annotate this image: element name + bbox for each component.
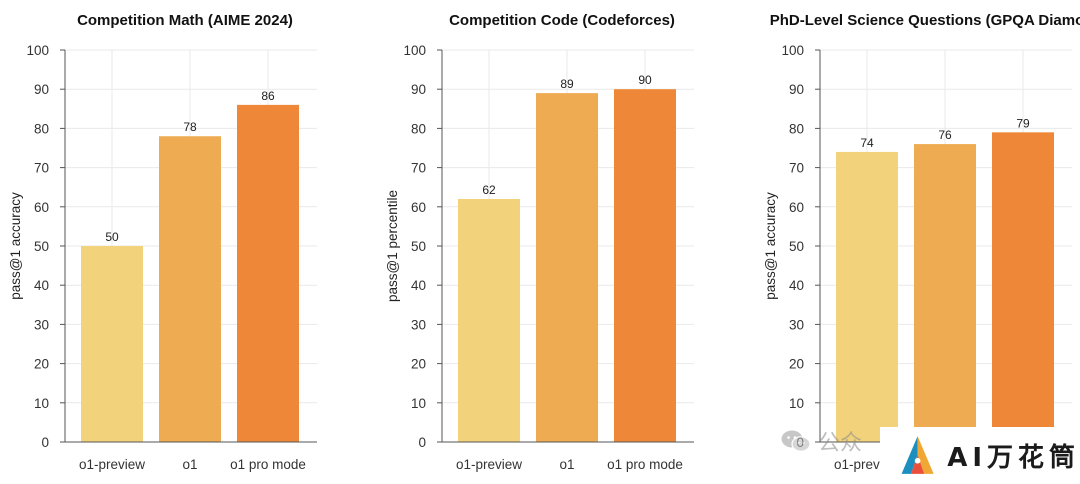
data-label: 50 — [105, 230, 119, 244]
wechat-icon — [781, 430, 811, 452]
bar-o1-preview — [458, 198, 520, 442]
bar-o1-pro-mode — [237, 104, 299, 442]
y-tick-label: 100 — [781, 43, 804, 58]
bar-o1 — [159, 136, 221, 443]
y-tick-label: 100 — [403, 43, 426, 58]
y-tick-label: 40 — [411, 278, 426, 293]
y-tick-label: 70 — [789, 161, 804, 176]
y-tick-label: 30 — [789, 317, 804, 332]
bar-o1-preview — [836, 151, 898, 443]
y-axis-label: pass@1 accuracy — [763, 192, 778, 300]
y-tick-label: 70 — [411, 161, 426, 176]
chart-title: PhD-Level Science Questions (GPQA Diamo — [770, 12, 1080, 29]
data-label: 76 — [938, 128, 952, 142]
y-tick-label: 0 — [418, 435, 426, 450]
data-label: 90 — [638, 73, 652, 87]
y-tick-label: 60 — [789, 200, 804, 215]
chart-panel-1: Competition Math (AIME 2024) pass@1 accur… — [8, 12, 317, 472]
bar-o1 — [914, 144, 976, 442]
y-tick-label: 20 — [34, 357, 49, 372]
y-tick-label: 10 — [34, 396, 49, 411]
bar-o1-pro-mode — [614, 89, 676, 442]
y-tick-label: 60 — [411, 200, 426, 215]
brand-text: AI万花筒 — [947, 443, 1080, 473]
y-tick-label: 80 — [411, 121, 426, 136]
y-tick-label: 90 — [789, 82, 804, 97]
chart-panel-2: Competition Code (Codeforces) pass@1 perc… — [385, 12, 694, 472]
y-tick-label: 0 — [41, 435, 49, 450]
y-tick-label: 20 — [411, 357, 426, 372]
bar-o1-pro-mode — [992, 132, 1054, 442]
bar-o1 — [536, 93, 598, 443]
y-tick-label: 40 — [34, 278, 49, 293]
y-tick-label: 80 — [34, 121, 49, 136]
y-tick-label: 80 — [789, 121, 804, 136]
y-tick-label: 30 — [34, 317, 49, 332]
data-label: 62 — [482, 183, 496, 197]
kaleidoscope-logo-icon — [901, 435, 934, 474]
chart-title: Competition Code (Codeforces) — [449, 12, 675, 29]
x-tick-label: o1-preview — [79, 457, 145, 472]
chart-title: Competition Math (AIME 2024) — [77, 12, 293, 29]
bar-o1-preview — [81, 246, 143, 442]
y-tick-label: 50 — [34, 239, 49, 254]
y-tick-label: 30 — [411, 317, 426, 332]
y-tick-label: 100 — [26, 43, 49, 58]
x-tick-label: o1 pro mode — [230, 457, 306, 472]
y-tick-label: 90 — [411, 82, 426, 97]
y-tick-label: 40 — [789, 278, 804, 293]
data-label: 79 — [1016, 116, 1030, 130]
data-label: 89 — [560, 77, 574, 91]
chart-panel-3: PhD-Level Science Questions (GPQA Diamo p… — [763, 12, 1080, 472]
watermark: 公众 AI万花筒 — [780, 426, 1080, 484]
data-label: 74 — [860, 136, 874, 150]
y-tick-label: 50 — [411, 239, 426, 254]
wechat-watermark: 公众 — [780, 426, 884, 456]
x-tick-label: o1 — [559, 457, 574, 472]
x-tick-label: o1-preview — [456, 457, 522, 472]
y-tick-label: 70 — [34, 161, 49, 176]
y-tick-label: 20 — [789, 357, 804, 372]
x-tick-label: o1 pro mode — [607, 457, 683, 472]
y-axis-label: pass@1 accuracy — [8, 192, 23, 300]
brand-badge: AI万花筒 — [880, 427, 1080, 484]
x-tick-label: o1 — [182, 457, 197, 472]
watermark-channel-text: 公众 — [818, 431, 863, 456]
y-tick-label: 10 — [411, 396, 426, 411]
y-tick-label: 90 — [34, 82, 49, 97]
data-label: 78 — [183, 120, 197, 134]
y-tick-label: 10 — [789, 396, 804, 411]
data-label: 86 — [261, 89, 275, 103]
y-axis-label: pass@1 percentile — [385, 190, 400, 302]
y-tick-label: 60 — [34, 200, 49, 215]
y-tick-label: 50 — [789, 239, 804, 254]
